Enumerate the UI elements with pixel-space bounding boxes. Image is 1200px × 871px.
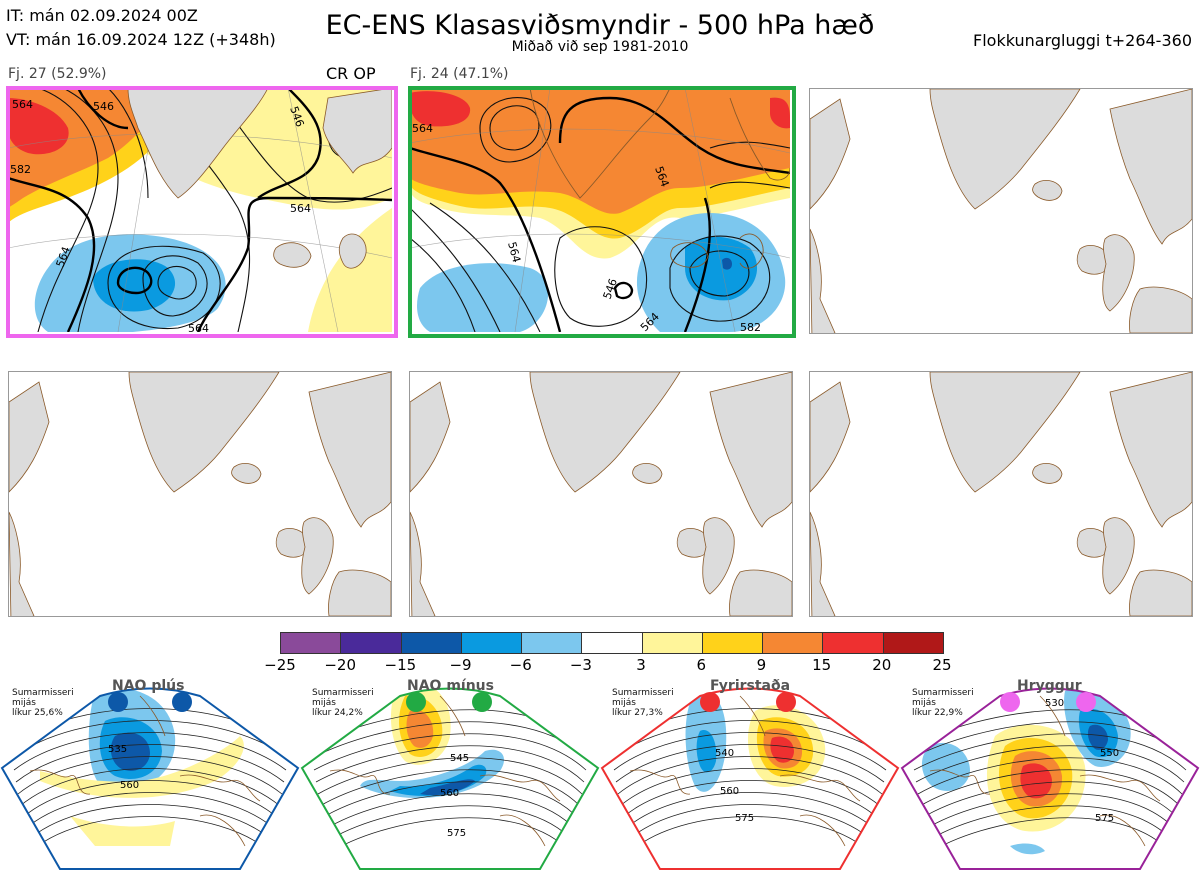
colorbar-tick-label: −9 <box>449 656 472 674</box>
cluster-map-1: 564 546 546 564 564 582 564 <box>8 88 392 332</box>
p1-contour-4: 564 <box>290 202 311 215</box>
regime-likelihood: líkur 27,3% <box>612 708 663 718</box>
empty-cluster-map-3 <box>809 88 1193 334</box>
colorbar-tick-label: −25 <box>264 656 296 674</box>
regime-panel-3: 540 560 575 Fyrirstaða Sumarmisseri mijás … <box>600 676 900 871</box>
panel-1-tag: CR OP <box>326 64 376 83</box>
colorbar-tick-label: 3 <box>636 656 646 674</box>
colorbar-tick-label: −15 <box>384 656 417 674</box>
regime-note: Sumarmisseri mijás líkur 22,9% <box>912 688 974 718</box>
colorbar-swatch <box>522 633 583 653</box>
regime-note-text: mijás <box>612 698 636 708</box>
p2-contour-6: 582 <box>740 321 761 332</box>
colorbar-tick-label: −20 <box>324 656 356 674</box>
chart-subtitle: Miðað við sep 1981-2010 <box>511 39 689 55</box>
regime-contour-label: 545 <box>450 753 469 764</box>
p1-contour-2: 546 <box>93 100 114 113</box>
regime-marker-right <box>472 692 492 712</box>
colorbar-tick-label: 6 <box>696 656 707 674</box>
regime-season: Sumarmisseri <box>312 688 374 698</box>
colorbar-swatch <box>401 633 462 653</box>
regime-marker-right <box>172 692 192 712</box>
colorbar-swatch <box>281 633 342 653</box>
regime-likelihood: líkur 24,2% <box>312 708 363 718</box>
regime-contour-label: 560 <box>720 786 739 797</box>
regime-panel-1: 535 560 NAO plús Sumarmisseri mijás líkur… <box>0 676 300 871</box>
regime-note: Sumarmisseri mijás líkur 25,6% <box>12 688 74 718</box>
p1-contour-7: 564 <box>188 322 209 332</box>
panel-1-label: Fj. 27 (52.9%) <box>8 66 107 82</box>
colorbar <box>280 632 944 654</box>
p1-contour-6: 582 <box>10 163 31 176</box>
regime-likelihood: líkur 22,9% <box>912 708 963 718</box>
regime-season: Sumarmisseri <box>612 688 674 698</box>
regime-marker-left <box>108 692 128 712</box>
empty-cluster-map-5 <box>409 371 793 617</box>
regime-contour-label: 575 <box>735 813 754 824</box>
regime-contour-label: 575 <box>1095 813 1114 824</box>
regime-panel-4: 530 550 575 Hryggur Sumarmisseri mijás lík… <box>900 676 1200 871</box>
colorbar-swatch <box>582 633 643 653</box>
panel-2-label: Fj. 24 (47.1%) <box>410 66 509 82</box>
colorbar-tick-label: 9 <box>756 656 767 674</box>
chart-title: EC-ENS Klasasviðsmyndir - 500 hPa hæð <box>325 10 875 41</box>
empty-cluster-map-6 <box>809 371 1193 617</box>
colorbar-tick-label: 25 <box>932 656 952 674</box>
regime-contour-label: 530 <box>1045 698 1064 709</box>
panel-2-border <box>408 86 796 338</box>
regime-season: Sumarmisseri <box>12 688 74 698</box>
colorbar-tick-label: −3 <box>569 656 592 674</box>
colorbar-swatch <box>883 633 943 653</box>
regime-note-text: mijás <box>912 698 936 708</box>
regime-note-text: mijás <box>312 698 336 708</box>
regime-note-text: mijás <box>12 698 36 708</box>
regime-title: Hryggur <box>1017 678 1082 694</box>
p1-contour-1: 564 <box>12 98 33 111</box>
regime-note: Sumarmisseri mijás líkur 27,3% <box>612 688 674 718</box>
empty-cluster-map-4 <box>8 371 392 617</box>
init-time: IT: mán 02.09.2024 00Z <box>6 6 198 25</box>
colorbar-swatch <box>461 633 523 653</box>
regime-season: Sumarmisseri <box>912 688 974 698</box>
regime-contour-label: 535 <box>108 744 127 755</box>
regime-marker-right <box>1076 692 1096 712</box>
regime-marker-right <box>776 692 796 712</box>
regime-panel-2: 545 560 575 NAO mínus Sumarmisseri mijás l… <box>300 676 600 871</box>
p2-contour-1: 564 <box>412 122 433 135</box>
regime-marker-left <box>1000 692 1020 712</box>
regime-title: NAO plús <box>112 678 185 694</box>
colorbar-tick-label: −6 <box>509 656 532 674</box>
cluster-window: Flokkunargluggi t+264-360 <box>973 31 1192 50</box>
cluster-map-2: 564 564 564 546 564 582 <box>410 88 790 332</box>
regime-contour-label: 560 <box>120 780 139 791</box>
colorbar-swatch <box>823 633 884 653</box>
regime-contour-label: 550 <box>1100 748 1119 759</box>
regime-marker-left <box>406 692 426 712</box>
colorbar-tick-label: 15 <box>812 656 832 674</box>
colorbar-swatch <box>642 633 703 653</box>
p2-contour-3: 564 <box>505 240 523 264</box>
colorbar-swatch <box>702 633 764 653</box>
colorbar-swatch <box>341 633 402 653</box>
colorbar-swatch <box>763 633 824 653</box>
regime-title: NAO mínus <box>407 678 494 694</box>
regime-marker-left <box>700 692 720 712</box>
panel-1-border <box>6 86 398 338</box>
colorbar-tick-label: 20 <box>872 656 892 674</box>
regime-contour-label: 560 <box>440 788 459 799</box>
regime-contour-label: 575 <box>447 828 466 839</box>
regime-note: Sumarmisseri mijás líkur 24,2% <box>312 688 374 718</box>
regime-likelihood: líkur 25,6% <box>12 708 63 718</box>
regime-title: Fyrirstaða <box>710 678 791 694</box>
valid-time: VT: mán 16.09.2024 12Z (+348h) <box>6 30 276 49</box>
regime-contour-label: 540 <box>715 748 734 759</box>
